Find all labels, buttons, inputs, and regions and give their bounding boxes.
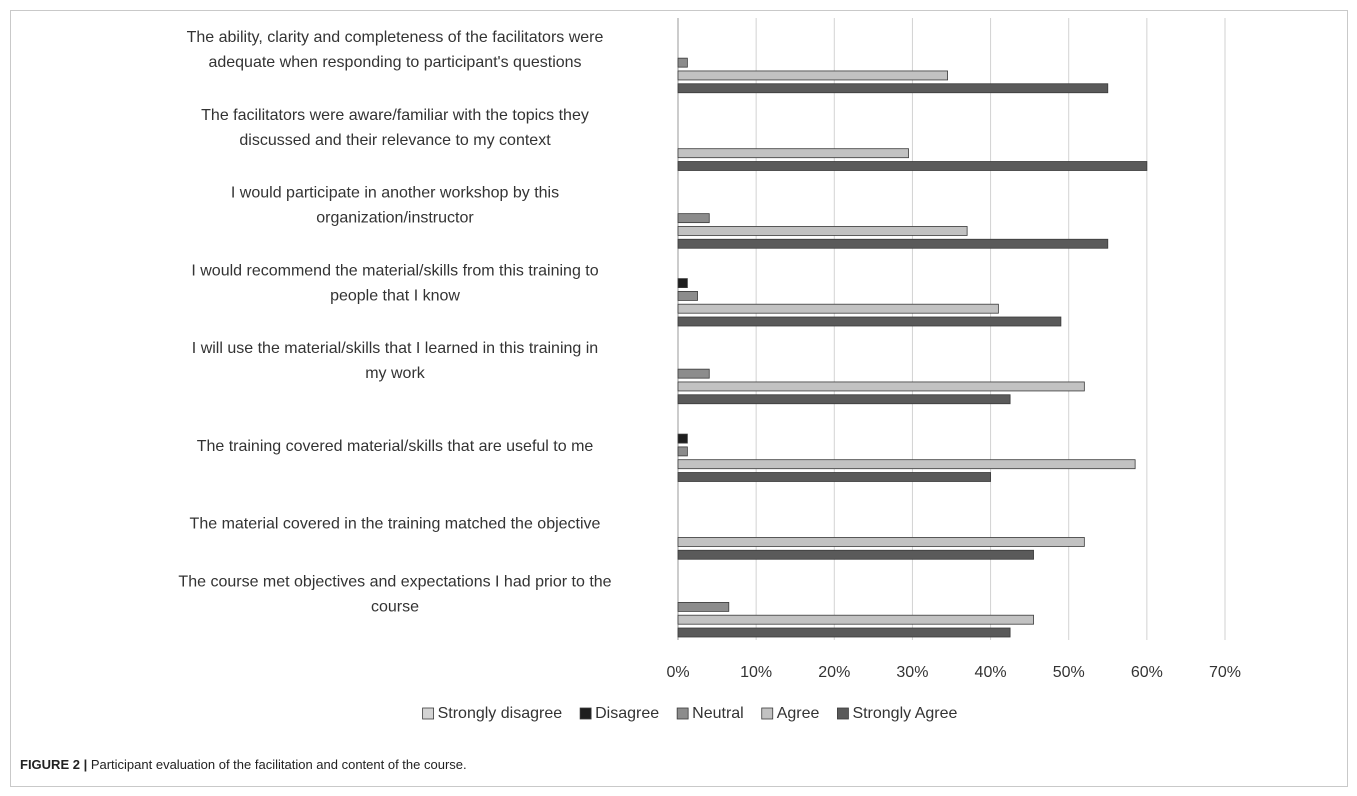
category-label: I would participate in another workshop … — [231, 185, 559, 202]
category-label: The training covered material/skills tha… — [197, 438, 594, 455]
x-tick-label: 30% — [896, 664, 928, 681]
bar-agree — [677, 303, 999, 314]
bar-strongly-agree — [677, 83, 1109, 94]
x-tick-label: 50% — [1053, 664, 1085, 681]
x-tick-label: 20% — [818, 664, 850, 681]
category-label: organization/instructor — [316, 210, 474, 227]
category-label: I will use the material/skills that I le… — [192, 340, 598, 357]
legend-label: Strongly Agree — [852, 705, 957, 722]
legend-swatch — [676, 707, 689, 720]
figure-label: FIGURE 2 | — [20, 757, 88, 772]
category-label: The ability, clarity and completeness of… — [187, 29, 604, 46]
legend-label: Disagree — [595, 705, 659, 722]
legend-item: Strongly Agree — [837, 705, 957, 722]
x-tick-labels: 0% 10% 20% 30% 40% 50% 60% 70% — [666, 664, 1241, 681]
bar-agree — [677, 226, 968, 236]
x-tick-label: 60% — [1131, 664, 1163, 681]
x-tick-label: 0% — [666, 664, 689, 681]
legend-label: Strongly disagree — [438, 705, 563, 722]
legend-item: Agree — [761, 705, 820, 722]
legend-item: Neutral — [676, 705, 744, 722]
category-label: adequate when responding to participant'… — [208, 54, 581, 71]
category-label: I would recommend the material/skills fr… — [191, 262, 598, 279]
category-label: my work — [365, 365, 426, 382]
bar-strongly-agree — [677, 161, 1148, 171]
figure-caption: FIGURE 2 | Participant evaluation of the… — [20, 757, 467, 772]
category-label: people that I know — [330, 287, 460, 304]
bar-agree — [677, 537, 1085, 547]
x-tick-label: 10% — [740, 664, 772, 681]
bar-strongly-agree — [677, 394, 1011, 405]
bar-strongly-agree — [677, 472, 991, 482]
category-label: course — [371, 598, 419, 615]
legend-swatch — [579, 707, 592, 720]
bar-neutral — [677, 57, 688, 68]
category-labels: The ability, clarity and completeness of… — [178, 29, 611, 615]
bar-strongly-agree — [677, 549, 1034, 560]
category-label: The material covered in the training mat… — [190, 516, 601, 533]
legend-swatch — [422, 707, 435, 720]
bar-agree — [677, 614, 1034, 625]
category-label: The facilitators were aware/familiar wit… — [201, 107, 589, 124]
bar-neutral — [677, 446, 688, 457]
bars — [677, 57, 1148, 638]
bar-neutral — [677, 213, 710, 224]
legend-label: Agree — [777, 705, 820, 722]
legend-item: Strongly disagree — [422, 705, 563, 722]
bar-agree — [677, 148, 909, 159]
figure-frame — [10, 10, 1348, 787]
bar-agree — [677, 381, 1085, 392]
x-tick-label: 40% — [975, 664, 1007, 681]
bar-chart: The ability, clarity and completeness of… — [178, 18, 1241, 722]
legend-swatch — [761, 707, 774, 720]
legend-label: Neutral — [692, 705, 744, 722]
bar-neutral — [677, 290, 698, 301]
bar-agree — [677, 70, 948, 81]
bar-neutral — [677, 602, 730, 612]
bar-agree — [677, 459, 1136, 470]
bar-disagree — [677, 278, 688, 289]
bar-strongly-agree — [677, 627, 1011, 638]
bar-disagree — [677, 433, 688, 444]
bar-neutral — [677, 368, 710, 379]
figure-caption-text: Participant evaluation of the facilitati… — [87, 757, 467, 772]
legend-item: Disagree — [579, 705, 659, 722]
gridlines — [677, 18, 1226, 640]
legend: Strongly disagree Disagree Neutral Agree Str… — [422, 705, 957, 722]
x-tick-label: 70% — [1209, 664, 1241, 681]
bar-strongly-agree — [677, 316, 1062, 327]
legend-swatch — [837, 707, 849, 720]
category-label: The course met objectives and expectatio… — [178, 573, 611, 590]
category-label: discussed and their relevance to my cont… — [239, 132, 551, 149]
bar-strongly-agree — [677, 238, 1109, 249]
